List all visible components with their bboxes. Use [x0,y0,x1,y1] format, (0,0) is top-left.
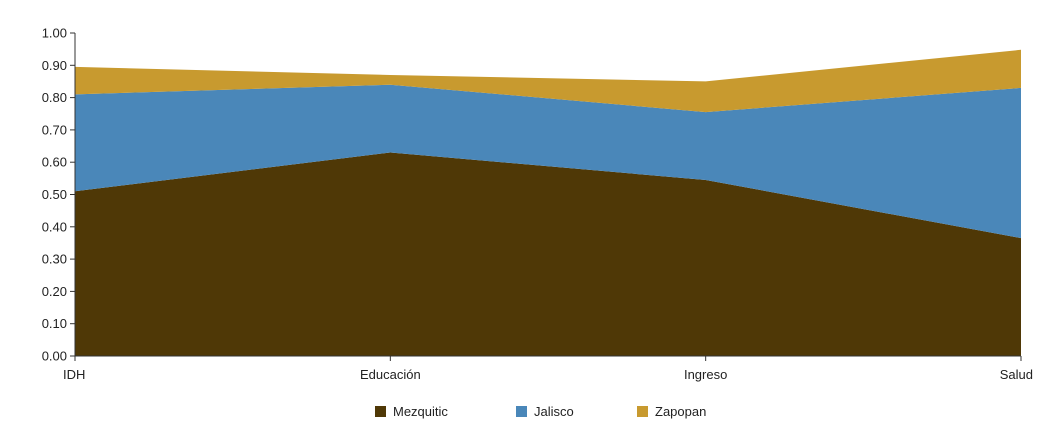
y-axis-ticks: 0.00 0.10 0.20 0.30 0.40 0.50 0.60 0.70 0.80 0.90… [42,26,75,364]
y-tick-label: 0.90 [42,58,67,73]
y-tick-label: 0.60 [42,155,67,170]
legend-swatch-mezquitic [375,406,386,417]
y-tick-label: 0.70 [42,122,67,137]
legend-swatch-zapopan [637,406,648,417]
legend: Mezquitic Jalisco Zapopan [375,404,706,419]
legend-label-jalisco: Jalisco [534,404,574,419]
y-tick-label: 0.20 [42,284,67,299]
y-tick-label: 0.10 [42,316,67,331]
x-axis-ticks: IDH Educación Ingreso Salud [63,356,1033,382]
y-tick-label: 0.00 [42,349,67,364]
y-tick-label: 0.50 [42,187,67,202]
y-tick-label: 0.80 [42,90,67,105]
x-tick-label: Educación [360,367,421,382]
legend-swatch-jalisco [516,406,527,417]
x-tick-label: Ingreso [684,367,727,382]
legend-label-zapopan: Zapopan [655,404,706,419]
y-tick-label: 1.00 [42,26,67,41]
area-jalisco [75,84,1021,239]
area-mezquitic [75,152,1021,356]
x-tick-label: Salud [1000,367,1033,382]
x-tick-label: IDH [63,367,85,382]
y-tick-label: 0.30 [42,252,67,267]
area-zapopan [75,49,1021,113]
area-series-group [75,49,1021,356]
legend-label-mezquitic: Mezquitic [393,404,448,419]
y-tick-label: 0.40 [42,219,67,234]
